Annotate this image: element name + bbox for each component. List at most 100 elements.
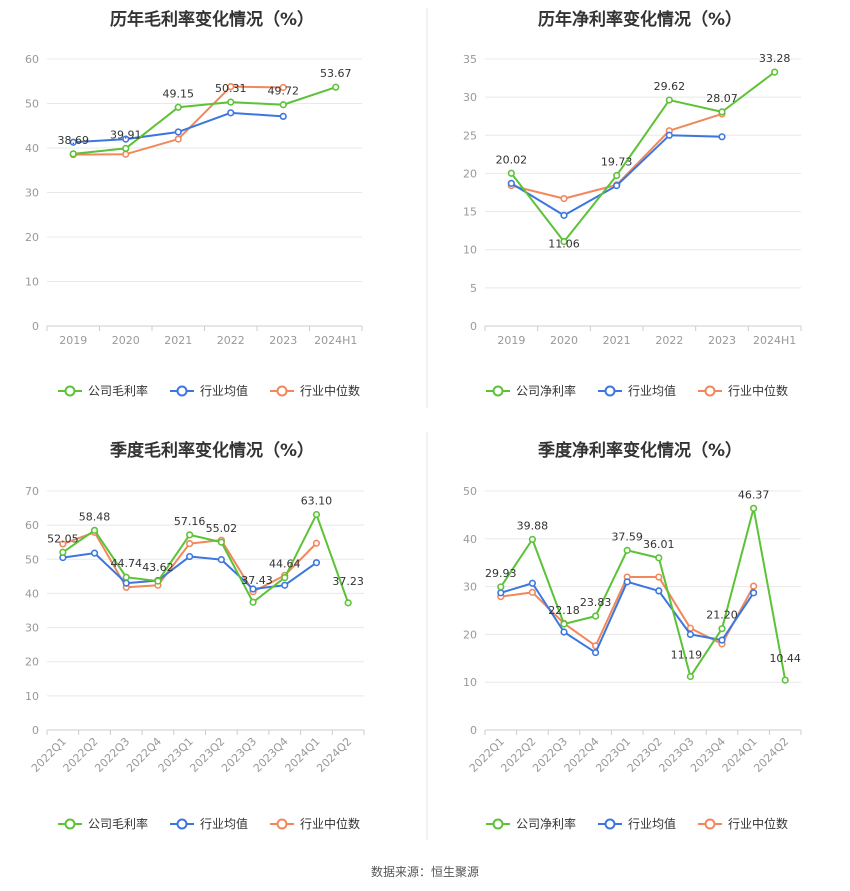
data-point-industry-avg [186, 552, 194, 561]
legend-item-industry-median: 行业中位数 [270, 816, 360, 831]
y-tick-label: 35 [463, 53, 477, 66]
data-label: 22.18 [548, 604, 580, 617]
legend-item-industry-avg: 行业均值 [598, 383, 676, 398]
data-label: 63.10 [301, 495, 333, 508]
data-point-company [312, 510, 321, 519]
data-point-company [665, 96, 673, 104]
data-label: 21.20 [706, 609, 738, 622]
data-point-industry-avg [122, 579, 130, 587]
data-point-industry-avg [122, 135, 130, 143]
legend-marker [492, 385, 504, 397]
data-point-company [591, 612, 600, 620]
legend-marker [64, 385, 76, 397]
y-tick-label: 0 [470, 320, 477, 333]
data-label: 43.62 [142, 561, 174, 574]
chart-panel-4: 季度净利率变化情况（%）010203040502022Q12022Q22022Q… [463, 440, 802, 831]
legend-item-industry-avg: 行业均值 [598, 816, 676, 831]
data-point-industry-avg [69, 138, 77, 146]
x-tick-label: 2020 [550, 334, 578, 347]
legend-marker [276, 385, 288, 397]
y-tick-label: 0 [32, 724, 39, 737]
y-tick-label: 30 [463, 91, 477, 104]
legend-item-industry-median: 行业中位数 [698, 816, 788, 831]
data-label: 20.02 [496, 153, 528, 166]
data-point-company [249, 598, 257, 606]
data-point-industry-avg [749, 589, 758, 597]
y-tick-label: 15 [463, 206, 477, 219]
data-point-company [771, 68, 779, 76]
data-point-company [279, 101, 287, 109]
legend-marker [176, 385, 188, 397]
legend-item-company: 公司毛利率 [58, 816, 148, 831]
y-tick-label: 20 [25, 656, 39, 669]
legend-marker [492, 818, 504, 830]
y-tick-label: 20 [463, 628, 477, 641]
legend-label: 行业均值 [200, 816, 248, 831]
data-point-industry-avg [591, 648, 600, 657]
data-label: 29.62 [654, 80, 686, 93]
data-label: 37.23 [332, 575, 364, 588]
legend-marker [604, 385, 616, 397]
data-label: 38.69 [58, 134, 90, 147]
data-label: 36.01 [643, 538, 675, 551]
legend-item-industry-avg: 行业均值 [170, 383, 248, 398]
data-point-company [560, 620, 568, 628]
data-point-company [90, 526, 99, 534]
legend-label: 行业中位数 [300, 816, 360, 831]
legend-label: 行业中位数 [728, 816, 788, 831]
data-point-company [781, 676, 789, 684]
legend-label: 行业均值 [628, 383, 676, 398]
data-point-industry-avg [718, 133, 726, 141]
data-point-industry-median [279, 83, 287, 92]
y-tick-label: 20 [25, 231, 39, 244]
y-tick-label: 30 [25, 622, 39, 635]
data-point-company [655, 554, 663, 562]
data-point-company [718, 625, 726, 633]
data-point-industry-avg [249, 585, 257, 593]
legend-label: 行业中位数 [300, 383, 360, 398]
data-point-industry-avg [528, 579, 537, 587]
data-point-industry-median [59, 540, 67, 548]
y-tick-label: 10 [25, 276, 39, 289]
data-point-industry-median [528, 588, 537, 596]
y-tick-label: 30 [463, 581, 477, 594]
y-tick-label: 50 [463, 485, 477, 498]
y-tick-label: 70 [25, 485, 39, 498]
data-label: 29.93 [485, 567, 517, 580]
data-point-company [281, 573, 289, 582]
legend-item-company: 公司毛利率 [58, 383, 148, 398]
data-point-industry-avg [560, 628, 568, 636]
chart-title: 历年毛利率变化情况（%） [110, 9, 314, 30]
data-label: 44.64 [269, 558, 301, 571]
legend-label: 行业中位数 [728, 383, 788, 398]
chart-panel-3: 季度毛利率变化情况（%）0102030405060702022Q12022Q22… [25, 440, 365, 831]
data-point-company [528, 535, 537, 543]
chart-title: 季度毛利率变化情况（%） [110, 440, 314, 461]
data-label: 52.05 [47, 532, 79, 545]
data-point-industry-avg [623, 578, 631, 586]
y-tick-label: 20 [463, 167, 477, 180]
data-label: 39.88 [517, 519, 549, 532]
data-label: 28.07 [706, 92, 738, 105]
y-tick-label: 10 [463, 244, 477, 257]
data-point-company [497, 583, 505, 591]
data-point-industry-median [174, 135, 182, 143]
x-tick-label: 2021 [164, 334, 192, 347]
data-point-industry-median [227, 82, 235, 91]
legend-label: 行业均值 [628, 816, 676, 831]
y-tick-label: 30 [25, 187, 39, 200]
x-tick-label: 2019 [59, 334, 87, 347]
data-label: 49.15 [163, 87, 195, 100]
x-tick-label: 2022 [655, 334, 683, 347]
data-point-company [332, 83, 340, 91]
data-point-industry-avg [281, 581, 289, 589]
data-point-industry-avg [227, 109, 235, 117]
legend-label: 公司净利率 [516, 383, 576, 398]
data-point-company [623, 546, 631, 554]
data-label: 11.19 [671, 649, 703, 662]
legend-item-industry-avg: 行业均值 [170, 816, 248, 831]
data-point-company [217, 538, 225, 546]
x-tick-label: 2024Q2 [314, 735, 354, 775]
y-tick-label: 5 [470, 282, 477, 295]
